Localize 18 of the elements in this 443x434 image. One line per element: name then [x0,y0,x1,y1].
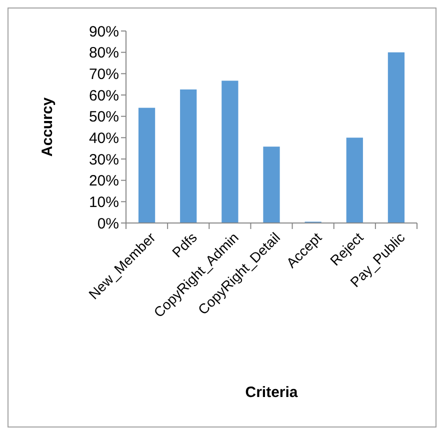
y-axis-title: Accurcy [39,96,56,157]
bar [263,146,280,223]
y-tick-label: 10% [88,194,119,211]
y-tick-label: 80% [88,44,119,62]
bar [180,89,197,223]
y-tick-label: 60% [88,87,119,104]
y-tick-label: 70% [88,66,119,83]
y-tick-label: 50% [88,108,119,126]
x-axis-title: Criteria [245,384,298,401]
y-tick-label: 30% [88,151,119,168]
bar [138,108,156,223]
y-tick-label: 0% [97,215,119,232]
bar [388,52,405,223]
y-tick-label: 90% [88,23,119,40]
bar [222,80,238,223]
y-tick-label: 40% [88,130,119,147]
y-tick-label: 20% [88,172,119,190]
bar [346,138,363,223]
